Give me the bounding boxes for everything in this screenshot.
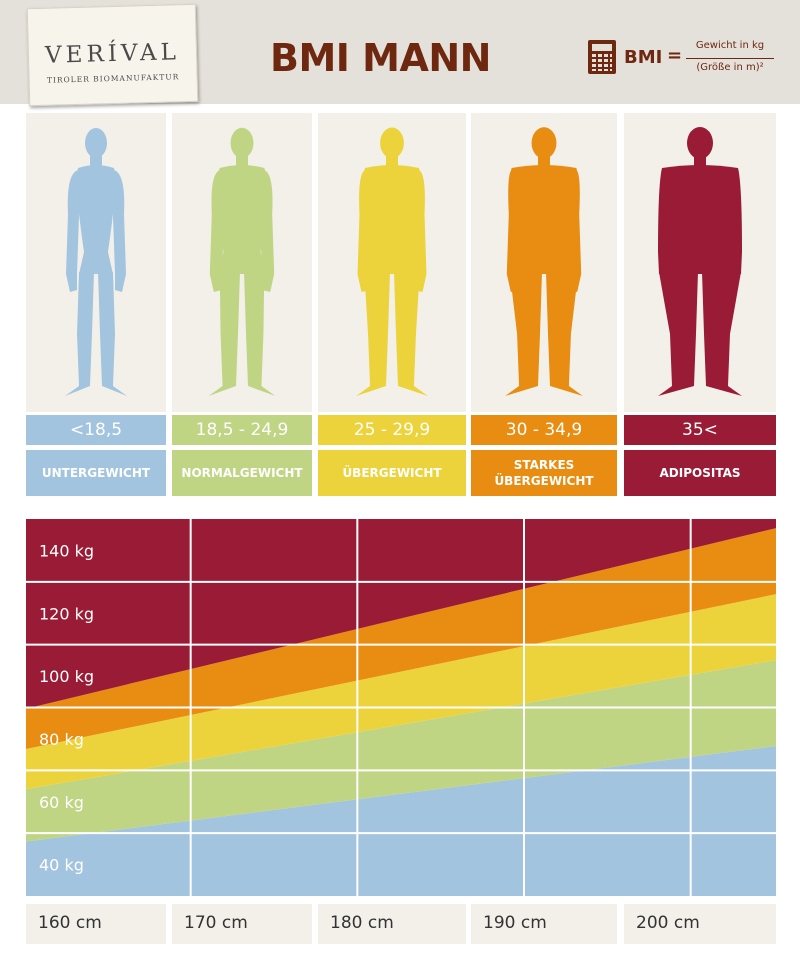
x-tick-cell (318, 904, 466, 944)
bmi-category-label: STARKES ÜBERGEWICHT (471, 450, 617, 496)
x-tick-label: 160 cm (38, 913, 102, 933)
formula-equals: = (667, 45, 683, 66)
band-starkes-uebergewicht (26, 528, 776, 749)
bmi-range-badge: 25 - 29,9 (318, 415, 466, 445)
body-silhouette (65, 128, 127, 396)
y-tick-label: 100 kg (39, 667, 94, 686)
formula-numerator: Gewicht in kg (695, 40, 765, 51)
bmi-category-label-text: STARKES ÜBERGEWICHT (494, 458, 594, 488)
y-tick-label: 80 kg (39, 730, 84, 749)
formula-denominator: (Größe in m)² (696, 62, 764, 73)
band-untergewicht (26, 745, 776, 896)
body-silhouette (208, 127, 276, 396)
x-tick-label: 200 cm (636, 913, 700, 933)
x-tick-cell (624, 904, 776, 944)
band-normalgewicht (26, 660, 776, 842)
bmi-category-label: NORMALGEWICHT (172, 450, 312, 496)
x-tick-cell (471, 904, 617, 944)
x-tick-label: 190 cm (483, 913, 547, 933)
band-adipositas (26, 519, 776, 709)
formula-fraction-line (686, 58, 774, 59)
bmi-category-label-text: NORMALGEWICHT (181, 466, 303, 480)
bmi-category-label: ADIPOSITAS (624, 450, 776, 496)
bmi-category-label: UNTERGEWICHT (26, 450, 166, 496)
bmi-range-badge: 35< (624, 415, 776, 445)
bmi-category-label-text: UNTERGEWICHT (41, 466, 151, 480)
y-tick-label: 140 kg (39, 541, 94, 560)
body-silhouette (658, 127, 742, 396)
bmi-range-badge: <18,5 (26, 415, 166, 445)
page-title: BMI MANN (270, 36, 491, 80)
bmi-category-label-text: ÜBERGEWICHT (342, 466, 442, 480)
bmi-category-label: ÜBERGEWICHT (318, 450, 466, 496)
body-silhouette (505, 127, 583, 396)
band-uebergewicht (26, 594, 776, 790)
calculator-icon (588, 40, 616, 74)
x-tick-label: 180 cm (330, 913, 394, 933)
body-silhouette (356, 127, 428, 396)
bmi-category-label-text: ADIPOSITAS (659, 466, 741, 480)
formula-lhs: BMI (624, 47, 663, 68)
bmi-range-badge: 18,5 - 24,9 (172, 415, 312, 445)
y-tick-label: 40 kg (39, 856, 84, 875)
y-tick-label: 120 kg (39, 604, 94, 623)
x-tick-label: 170 cm (184, 913, 248, 933)
x-tick-cell (172, 904, 312, 944)
y-tick-label: 60 kg (39, 793, 84, 812)
bmi-range-badge: 30 - 34,9 (471, 415, 617, 445)
x-tick-cell (26, 904, 166, 944)
